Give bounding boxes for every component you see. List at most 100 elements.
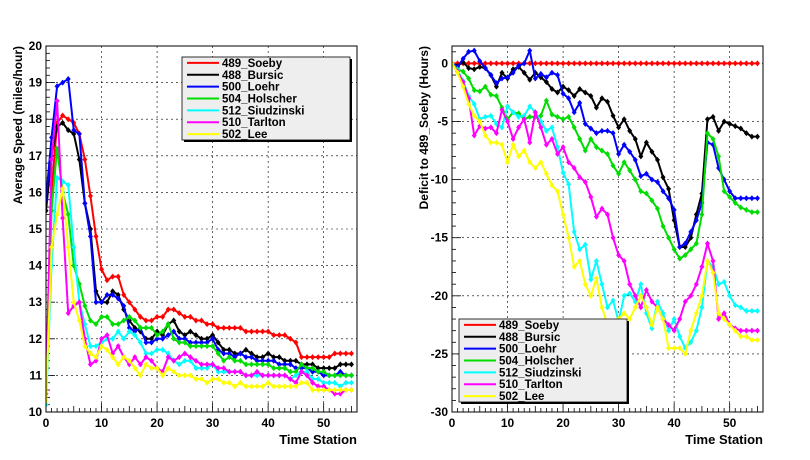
data-point: [232, 357, 238, 364]
data-point: [499, 75, 505, 82]
data-point: [677, 60, 683, 67]
data-point: [754, 195, 760, 202]
data-point: [293, 339, 299, 346]
data-point: [143, 324, 149, 331]
data-point: [605, 151, 610, 158]
data-point: [115, 295, 121, 302]
data-point: [732, 195, 738, 202]
data-point: [471, 112, 477, 119]
data-point: [115, 328, 121, 335]
y-axis-title: Deficit to 489_Soeby (Hours): [417, 46, 431, 209]
data-point: [527, 103, 533, 110]
data-point: [193, 339, 199, 346]
data-point: [616, 252, 622, 259]
data-point: [560, 116, 566, 123]
data-point: [510, 69, 516, 76]
data-point: [704, 60, 710, 67]
data-point: [310, 354, 316, 361]
data-point: [638, 173, 644, 180]
x-tick-label: 40: [261, 416, 275, 430]
data-point: [754, 307, 760, 314]
data-point: [226, 324, 232, 331]
data-point: [99, 299, 105, 306]
data-point: [738, 195, 744, 202]
data-point: [321, 372, 327, 379]
data-point: [226, 350, 232, 357]
data-point: [505, 60, 511, 67]
data-point: [727, 194, 733, 201]
data-point: [471, 66, 477, 73]
data-point: [298, 379, 304, 386]
data-point: [160, 372, 166, 379]
data-point: [326, 379, 332, 386]
data-point: [566, 159, 572, 166]
data-point: [99, 335, 105, 342]
data-point: [326, 354, 332, 361]
data-point: [287, 368, 293, 375]
data-point: [521, 147, 527, 154]
data-point: [588, 125, 594, 132]
y-tick-label: 19: [29, 76, 43, 90]
data-point: [743, 195, 749, 202]
data-point: [688, 246, 694, 253]
data-point: [571, 60, 577, 67]
data-point: [716, 310, 722, 317]
data-point: [60, 185, 66, 192]
data-point: [654, 60, 660, 67]
data-point: [555, 151, 561, 158]
y-tick-label: 12: [29, 332, 43, 346]
data-point: [93, 343, 99, 350]
data-point: [215, 368, 221, 375]
data-point: [121, 302, 127, 309]
data-point: [60, 112, 66, 119]
data-point: [452, 60, 455, 67]
legend-label: 500_Loehr: [222, 82, 280, 94]
data-point: [160, 332, 166, 339]
data-point: [187, 339, 193, 346]
data-point: [571, 92, 577, 99]
data-point: [46, 398, 49, 405]
data-point: [71, 130, 77, 137]
data-point: [538, 112, 544, 119]
data-point: [677, 316, 683, 323]
data-point: [265, 372, 271, 379]
data-point: [593, 213, 599, 220]
data-point: [271, 354, 277, 361]
data-point: [738, 125, 744, 132]
data-point: [99, 343, 105, 350]
legend-label: 510_Tarlton: [499, 379, 563, 391]
data-point: [315, 383, 321, 390]
x-axis-title: Time Station: [685, 432, 763, 447]
data-point: [588, 194, 594, 201]
data-point: [493, 80, 499, 87]
data-point: [171, 335, 177, 342]
data-point: [660, 316, 666, 323]
data-point: [516, 124, 522, 131]
data-point: [210, 376, 216, 383]
x-tick-label: 20: [556, 416, 570, 430]
data-point: [654, 156, 660, 163]
data-point: [193, 332, 199, 339]
data-point: [243, 361, 249, 368]
data-point: [488, 112, 494, 119]
data-point: [466, 48, 472, 55]
data-point: [577, 85, 583, 92]
data-point: [343, 361, 349, 368]
data-point: [716, 153, 722, 160]
data-point: [143, 361, 149, 368]
data-point: [638, 304, 644, 311]
data-point: [271, 372, 277, 379]
data-point: [721, 316, 727, 323]
data-point: [260, 383, 266, 390]
data-point: [293, 368, 299, 375]
data-point: [143, 354, 149, 361]
data-point: [499, 106, 505, 113]
data-point: [588, 135, 594, 142]
y-tick-label: 20: [29, 39, 43, 53]
data-point: [165, 321, 171, 328]
data-point: [132, 306, 138, 313]
data-point: [577, 135, 583, 142]
data-point: [593, 144, 599, 151]
data-point: [560, 90, 566, 97]
data-point: [721, 278, 727, 285]
